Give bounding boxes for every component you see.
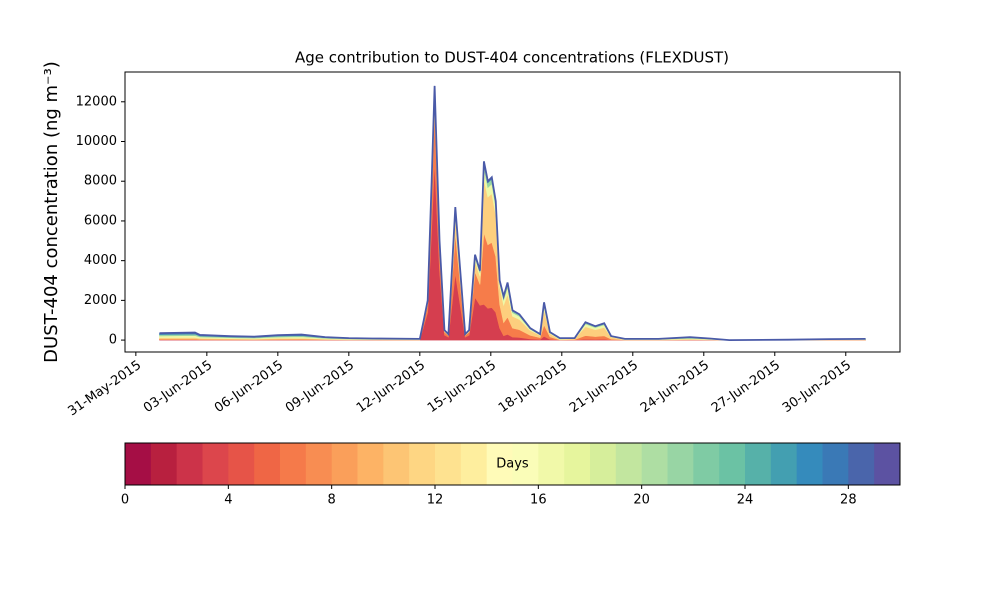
y-tick-label: 2000 — [84, 293, 117, 308]
colorbar-bin — [848, 443, 875, 485]
y-tick-label: 6000 — [84, 213, 117, 228]
colorbar-bin — [874, 443, 901, 485]
colorbar-tick-label: 24 — [737, 493, 754, 508]
x-tick-label: 03-Jun-2015 — [141, 358, 215, 416]
area — [159, 90, 866, 341]
colorbar-bin — [641, 443, 668, 485]
colorbar-bin — [176, 443, 203, 485]
colorbar-bin — [693, 443, 720, 485]
y-axis-label: DUST-404 concentration (ng m⁻³) — [41, 61, 62, 363]
colorbar-tick-label: 4 — [224, 493, 232, 508]
x-tick-label: 15-Jun-2015 — [425, 358, 499, 416]
x-tick-label: 31-May-2015 — [65, 358, 144, 419]
x-tick-label: 24-Jun-2015 — [638, 358, 712, 416]
colorbar-bin — [486, 443, 513, 485]
x-tick-label: 09-Jun-2015 — [283, 358, 357, 416]
colorbar-bin — [770, 443, 798, 485]
plot-frame — [124, 71, 901, 353]
area — [159, 88, 866, 341]
colorbar-bin — [822, 443, 849, 485]
colorbar-bin — [150, 443, 178, 485]
y-tick-label: 4000 — [84, 253, 117, 268]
colorbar-bin — [125, 443, 152, 485]
x-tick-label: 18-Jun-2015 — [496, 358, 570, 416]
colorbar-bin — [409, 443, 436, 485]
colorbar-bin — [745, 443, 772, 485]
colorbar-bin — [280, 443, 307, 485]
colorbar-bin — [796, 443, 823, 485]
colorbar-bin — [615, 443, 643, 485]
colorbar-tick-label: 0 — [121, 493, 129, 508]
colorbar-bin — [202, 443, 229, 485]
colorbar-bin — [538, 443, 565, 485]
colorbar-tick-label: 16 — [530, 493, 547, 508]
colorbar-bin — [254, 443, 281, 485]
colorbar-bin — [435, 443, 462, 485]
y-tick-label: 8000 — [84, 174, 117, 189]
colorbar-tick-label: 28 — [840, 493, 857, 508]
colorbar-bin — [331, 443, 358, 485]
y-tick-label: 0 — [109, 333, 117, 348]
x-tick-label: 30-Jun-2015 — [780, 358, 854, 416]
x-tick-label: 27-Jun-2015 — [709, 358, 783, 416]
colorbar-frame — [124, 442, 901, 486]
colorbar-bin — [512, 443, 539, 485]
colorbar-bin — [667, 443, 694, 485]
colorbar-bin — [564, 443, 591, 485]
x-tick-label: 21-Jun-2015 — [567, 358, 641, 416]
y-tick-label: 10000 — [76, 134, 117, 149]
colorbar-tick-label: 20 — [633, 493, 650, 508]
outline — [159, 85, 866, 341]
colorbar-bin — [357, 443, 384, 485]
colorbar-bin — [719, 443, 746, 485]
colorbar-bin — [460, 443, 488, 485]
colorbar-bin — [590, 443, 617, 485]
area — [159, 85, 866, 341]
colorbar-tick-label: 12 — [427, 493, 444, 508]
colorbar-bin — [305, 443, 333, 485]
colorbar-tick-label: 8 — [328, 493, 336, 508]
x-tick-label: 12-Jun-2015 — [354, 358, 428, 416]
colorbar-label: Days — [496, 457, 529, 472]
chart-title: Age contribution to DUST-404 concentrati… — [295, 49, 729, 67]
area — [159, 96, 866, 341]
colorbar-bin — [228, 443, 255, 485]
y-tick-label: 12000 — [76, 94, 117, 109]
x-tick-label: 06-Jun-2015 — [212, 358, 286, 416]
colorbar-bin — [383, 443, 410, 485]
